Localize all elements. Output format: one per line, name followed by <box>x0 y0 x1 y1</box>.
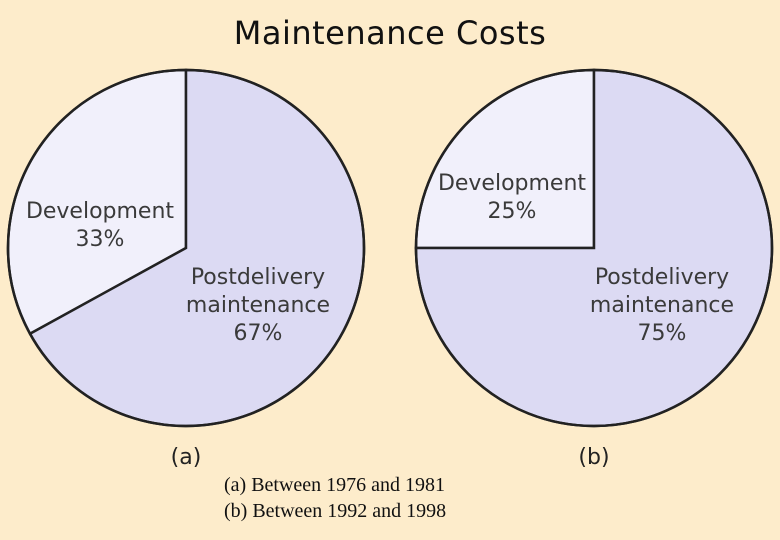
pie-0-panel-label: (a) <box>171 445 202 470</box>
caption-line-b: (b) Between 1992 and 1998 <box>224 500 447 522</box>
pie-1-panel-label: (b) <box>578 445 609 470</box>
caption-line-a: (a) Between 1976 and 1981 <box>224 474 446 496</box>
pie-1-slice-1-label: Postdelivery maintenance 75% <box>590 265 734 346</box>
pie-0-slice-1-label: Postdelivery maintenance 67% <box>186 265 330 346</box>
chart-title: Maintenance Costs <box>233 14 547 52</box>
pie-0-slice-0-label: Development 33% <box>26 199 174 252</box>
pie-1-outline <box>414 68 774 428</box>
pie-1-slice-0-label: Development 25% <box>438 171 586 224</box>
caption: (a) Between 1976 and 1981 (b) Between 19… <box>224 472 446 524</box>
pie-0-outline <box>6 68 366 428</box>
